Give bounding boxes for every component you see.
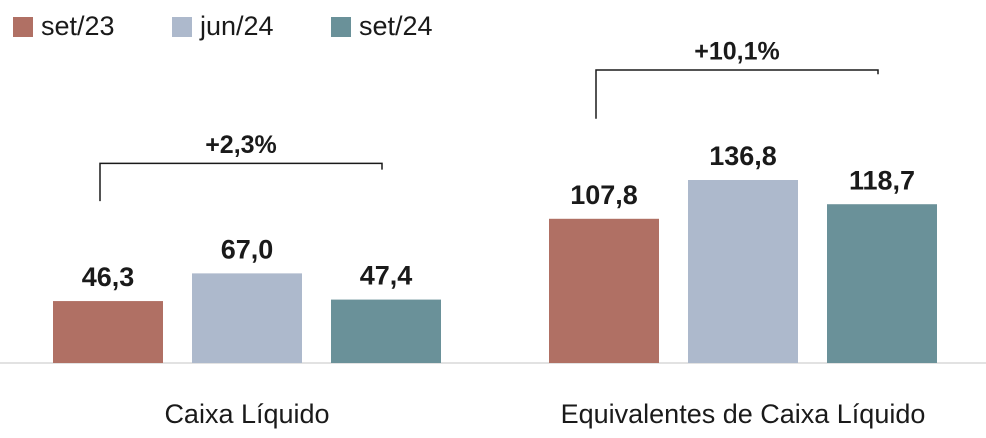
value-label: 136,8 bbox=[709, 141, 777, 171]
value-label: 118,7 bbox=[849, 165, 915, 195]
legend-label: jun/24 bbox=[199, 11, 274, 41]
annotation: +10,1% bbox=[694, 38, 780, 66]
legend-swatch bbox=[172, 17, 192, 37]
legend-swatch bbox=[13, 17, 33, 37]
legend-label: set/24 bbox=[359, 11, 433, 41]
bar bbox=[331, 299, 441, 363]
bar bbox=[549, 218, 659, 363]
value-label: 46,3 bbox=[82, 262, 135, 292]
value-label: 107,8 bbox=[570, 180, 638, 210]
value-label: 67,0 bbox=[221, 234, 274, 264]
bar bbox=[192, 273, 302, 363]
legend-label: set/23 bbox=[41, 11, 115, 41]
annotation: +2,3% bbox=[205, 131, 277, 159]
bar bbox=[688, 180, 798, 363]
bracket bbox=[99, 162, 383, 202]
bracket bbox=[595, 69, 879, 119]
category-label: Equivalentes de Caixa Líquido bbox=[561, 399, 926, 429]
value-label: 47,4 bbox=[360, 261, 413, 291]
bar bbox=[827, 204, 937, 363]
legend-swatch bbox=[331, 17, 351, 37]
bar bbox=[53, 301, 163, 363]
category-label: Caixa Líquido bbox=[164, 399, 329, 429]
